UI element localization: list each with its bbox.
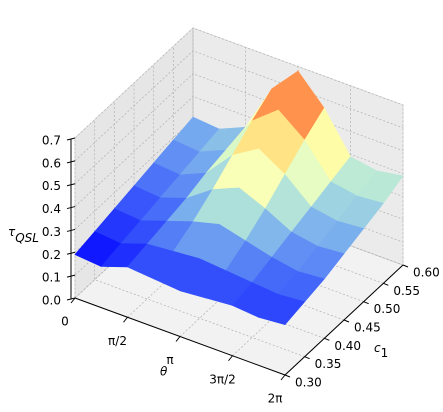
tick-mark <box>343 319 350 323</box>
x-tick-label: π <box>166 353 173 367</box>
tick-mark <box>175 336 181 342</box>
y-axis-label-sub: 1 <box>381 346 389 360</box>
z-tick-label: 0.5 <box>42 179 61 193</box>
surface <box>74 70 404 326</box>
x-tick-label: π/2 <box>108 334 127 348</box>
z-tick-label: 0.7 <box>42 134 61 148</box>
y-tick-label: 0.45 <box>354 321 381 335</box>
y-axis-label-main: c <box>374 341 381 355</box>
z-tick-label: 0.6 <box>42 156 61 170</box>
grid-line <box>74 27 404 139</box>
y-tick-label: 0.35 <box>315 357 342 371</box>
x-axis-label: θ <box>160 365 168 379</box>
tick-mark <box>284 374 291 378</box>
z-axis-label-main: τ <box>8 225 16 239</box>
axis-line <box>74 264 404 376</box>
grid-line <box>74 96 404 207</box>
tick-mark <box>70 297 76 304</box>
tick-mark <box>383 282 389 286</box>
labels: 0 π/2 π 3π/2 2π 0.30 0.35 0.40 0.45 0.50 0.55 0.60 0… <box>8 134 440 406</box>
x-tick-label: 3π/2 <box>209 372 236 386</box>
x-tick-label: 2π <box>268 392 283 406</box>
tick-mark <box>324 337 330 341</box>
y-tick-label: 0.60 <box>413 266 440 280</box>
grid-line <box>74 50 404 162</box>
z-axis-label: τQSL <box>8 225 39 245</box>
y-axis-label: c1 <box>374 341 388 360</box>
grid-line <box>74 73 404 184</box>
z-tick-label: 0.1 <box>42 271 61 285</box>
tick-mark <box>363 301 369 305</box>
tick-mark <box>123 316 128 323</box>
surface-patch <box>258 294 306 326</box>
z-axis-label-sub: QSL <box>15 231 39 245</box>
x-tick-label: 0 <box>61 315 69 329</box>
y-tick-label: 0.55 <box>393 284 420 298</box>
tick-mark <box>228 355 233 362</box>
tick-mark <box>304 356 310 360</box>
z-tick-label: 0.3 <box>42 225 61 239</box>
z-tick-label: 0.0 <box>42 294 61 308</box>
z-tick-label: 0.2 <box>42 248 61 262</box>
tick-mark <box>280 374 286 381</box>
y-tick-label: 0.50 <box>374 302 401 316</box>
y-tick-label: 0.30 <box>295 376 322 390</box>
y-tick-label: 0.40 <box>334 339 361 353</box>
z-tick-label: 0.4 <box>42 202 61 216</box>
tick-mark <box>402 264 409 268</box>
